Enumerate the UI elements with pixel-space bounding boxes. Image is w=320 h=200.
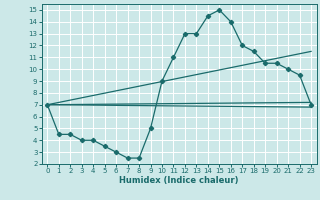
X-axis label: Humidex (Indice chaleur): Humidex (Indice chaleur): [119, 176, 239, 185]
